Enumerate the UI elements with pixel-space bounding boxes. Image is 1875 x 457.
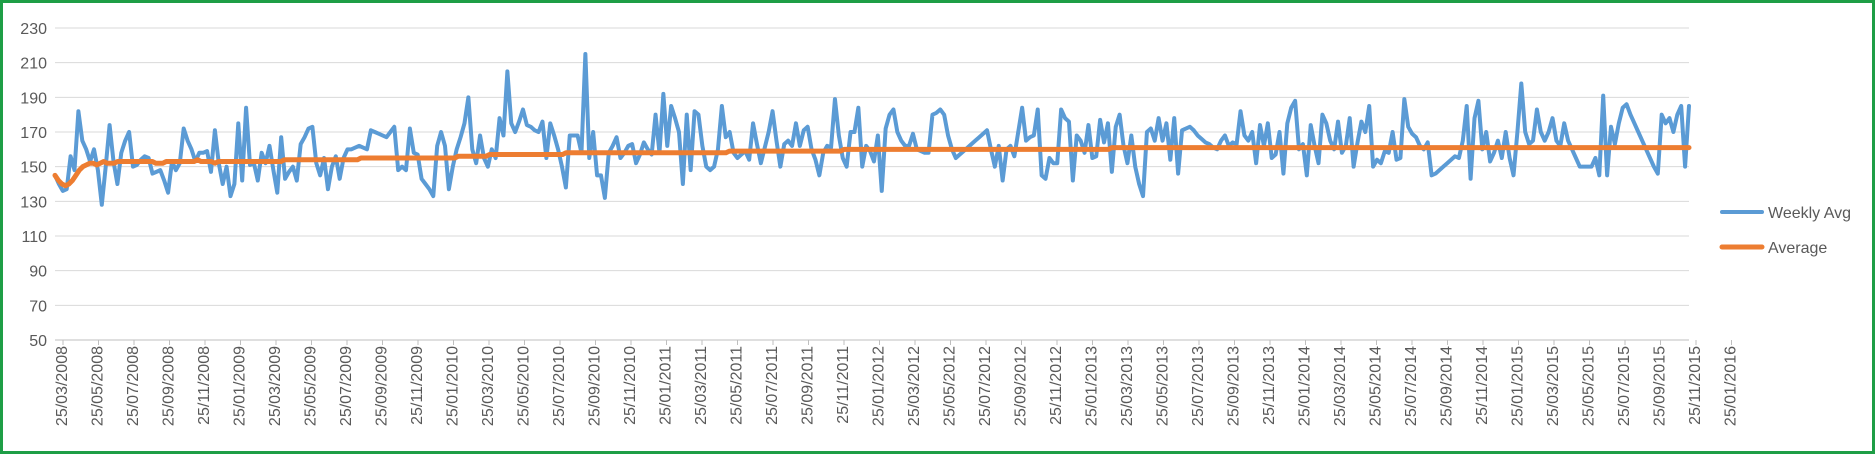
x-tick-label: 25/05/2014 — [1368, 346, 1385, 426]
x-tick-label: 25/11/2015 — [1687, 346, 1704, 425]
y-tick-label: 170 — [20, 125, 47, 142]
x-tick-label: 25/01/2012 — [871, 346, 888, 426]
x-tick-label: 25/05/2012 — [942, 346, 959, 426]
x-tick-label: 25/05/2011 — [729, 346, 746, 425]
x-tick-label: 25/11/2012 — [1048, 346, 1065, 425]
x-tick-label: 25/07/2012 — [977, 346, 994, 426]
x-tick-label: 25/03/2008 — [54, 346, 71, 426]
legend-label: Weekly Avg — [1768, 205, 1851, 222]
x-tick-label: 25/05/2008 — [90, 346, 107, 426]
x-tick-label: 25/01/2011 — [658, 346, 675, 425]
x-tick-label: 25/09/2008 — [161, 346, 178, 426]
x-tick-label: 25/05/2010 — [516, 346, 533, 426]
x-tick-label: 25/09/2012 — [1013, 346, 1030, 426]
x-tick-label: 25/11/2014 — [1474, 346, 1491, 425]
x-tick-label: 25/11/2008 — [196, 346, 213, 425]
x-tick-label: 25/03/2012 — [906, 346, 923, 426]
y-tick-label: 70 — [29, 298, 47, 315]
x-tick-label: 25/05/2013 — [1155, 346, 1172, 426]
x-tick-label: 25/07/2010 — [551, 346, 568, 426]
x-tick-label: 25/07/2015 — [1616, 346, 1633, 426]
x-tick-label: 25/07/2014 — [1403, 346, 1420, 426]
y-axis: 50 70 90 110 130 150 170 190 210 230 — [20, 21, 47, 350]
y-tick-label: 230 — [20, 21, 47, 38]
series-line-average — [52, 145, 1692, 189]
y-tick-label: 150 — [20, 160, 47, 177]
x-tick-label: 25/11/2010 — [622, 346, 639, 425]
x-tick-label: 25/01/2015 — [1510, 346, 1527, 426]
x-tick-label: 25/01/2014 — [1297, 346, 1314, 426]
x-tick-label: 25/07/2013 — [1190, 346, 1207, 426]
x-tick-label: 25/09/2014 — [1439, 346, 1456, 426]
legend-label: Average — [1768, 240, 1827, 257]
series-line-weekly-avg — [53, 52, 1691, 207]
x-tick-label: 25/03/2014 — [1332, 346, 1349, 426]
x-tick-label: 25/09/2009 — [374, 346, 391, 426]
legend: Weekly Avg Average — [1719, 205, 1851, 257]
x-tick-label: 25/01/2016 — [1723, 346, 1740, 426]
x-tick-label: 25/07/2011 — [764, 346, 781, 425]
x-tick-label: 25/03/2013 — [1119, 346, 1136, 426]
x-tick-label: 25/03/2015 — [1545, 346, 1562, 426]
y-tick-label: 110 — [21, 229, 47, 246]
x-tick-label: 25/03/2010 — [480, 346, 497, 426]
x-axis: 25/03/2008 25/05/2008 25/07/2008 25/09/2008… — [54, 339, 1740, 426]
x-tick-label: 25/03/2011 — [693, 346, 710, 425]
series-lines — [52, 52, 1692, 207]
x-tick-label: 25/03/2009 — [267, 346, 284, 426]
y-tick-label: 190 — [20, 90, 47, 107]
x-tick-label: 25/09/2013 — [1226, 346, 1243, 426]
x-tick-label: 25/07/2009 — [338, 346, 355, 426]
x-tick-label: 25/01/2009 — [232, 346, 249, 426]
x-tick-label: 25/07/2008 — [125, 346, 142, 426]
y-tick-label: 90 — [29, 264, 47, 281]
x-tick-label: 25/05/2009 — [303, 346, 320, 426]
y-tick-label: 50 — [29, 333, 47, 350]
x-tick-label: 25/01/2010 — [445, 346, 462, 426]
x-tick-label: 25/09/2011 — [800, 346, 817, 425]
x-tick-label: 25/11/2009 — [409, 346, 426, 425]
x-tick-label: 25/09/2015 — [1652, 346, 1669, 426]
gridlines — [55, 27, 1689, 341]
x-tick-label: 25/11/2011 — [835, 346, 852, 424]
x-tick-label: 25/11/2013 — [1261, 346, 1278, 425]
x-tick-label: 25/05/2015 — [1581, 346, 1598, 426]
y-tick-label: 130 — [20, 194, 47, 211]
x-tick-label: 25/01/2013 — [1084, 346, 1101, 426]
y-tick-label: 210 — [20, 56, 47, 73]
x-tick-label: 25/09/2010 — [587, 346, 604, 426]
